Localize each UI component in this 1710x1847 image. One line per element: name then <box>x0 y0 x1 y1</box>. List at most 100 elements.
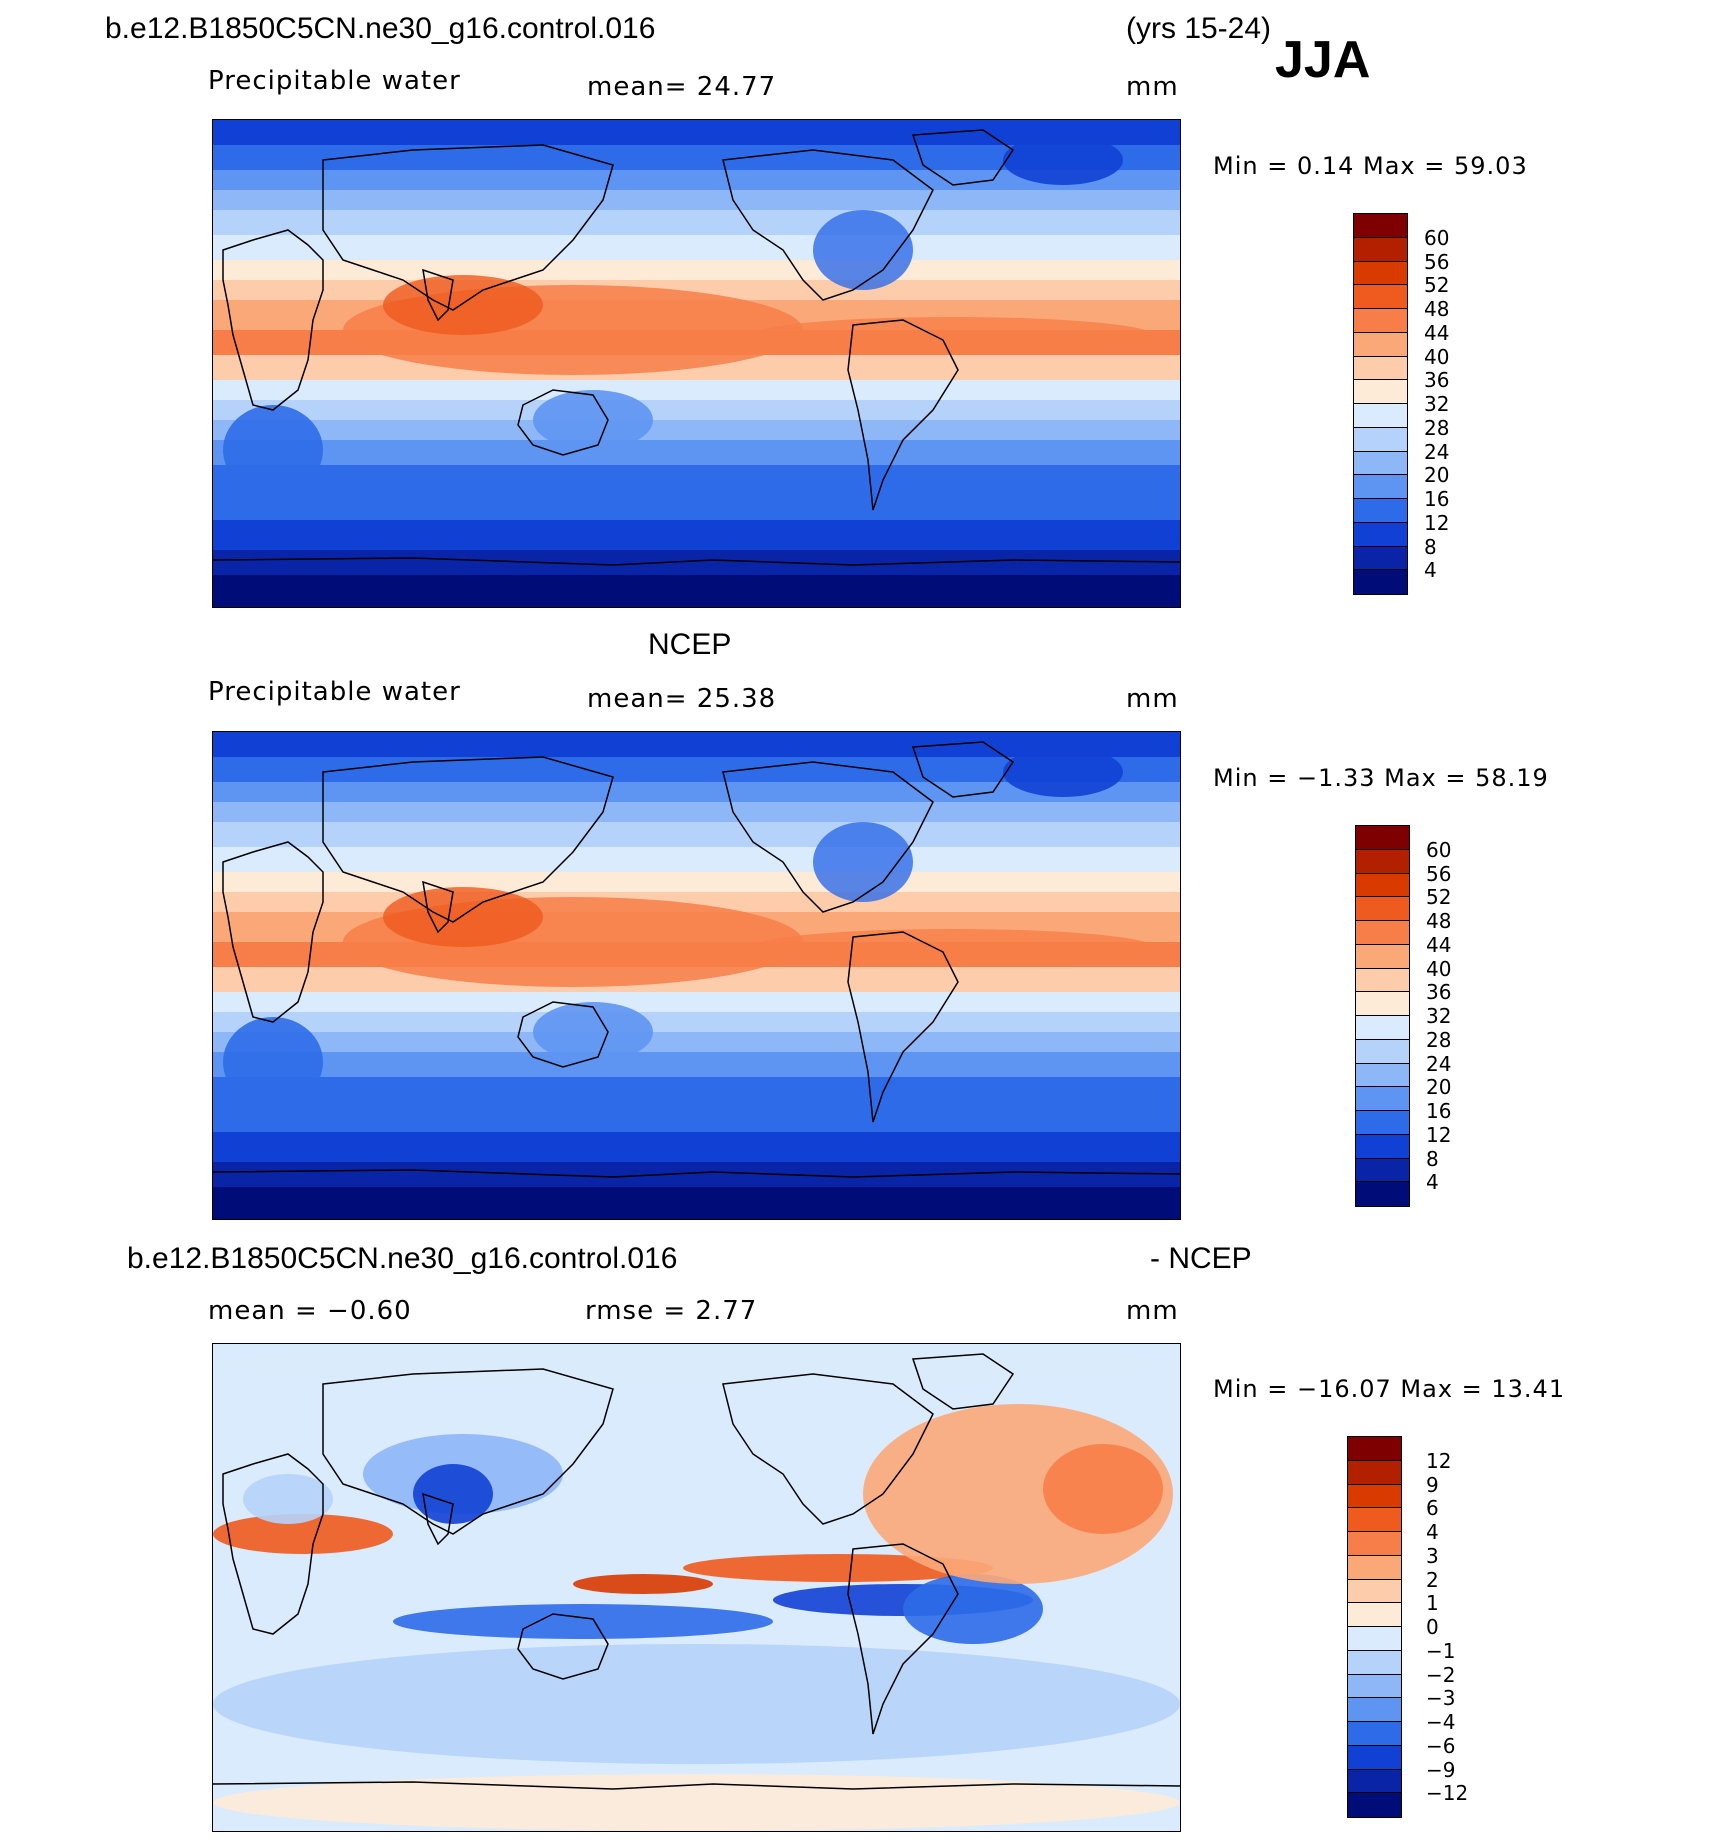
colorbar-swatch <box>1354 475 1407 499</box>
colorbar-swatch <box>1354 499 1407 523</box>
colorbar-label: 32 <box>1426 1004 1452 1028</box>
colorbar-label: 28 <box>1424 415 1450 440</box>
colorbar-swatch <box>1356 873 1409 898</box>
panel3-mean: mean = −0.60 <box>208 1296 412 1326</box>
colorbar-label: 32 <box>1424 392 1450 416</box>
panel3-colorbar <box>1347 1436 1402 1818</box>
case-title: b.e12.B1850C5CN.ne30_g16.control.016 <box>105 12 656 45</box>
colorbar-swatch <box>1356 1087 1409 1111</box>
colorbar-label: −2 <box>1426 1662 1456 1687</box>
colorbar-label: −12 <box>1426 1781 1469 1806</box>
panel2-units: mm <box>1126 684 1179 714</box>
colorbar-swatch <box>1348 1437 1401 1461</box>
colorbar-swatch <box>1356 1111 1409 1135</box>
colorbar-label: 16 <box>1424 487 1450 511</box>
colorbar-swatch <box>1354 570 1407 594</box>
colorbar-swatch <box>1354 522 1407 547</box>
panel2-map-svg <box>213 732 1180 1219</box>
colorbar-swatch <box>1348 1650 1401 1675</box>
panel1-minmax: Min = 0.14 Max = 59.03 <box>1213 152 1528 180</box>
colorbar-label: 4 <box>1426 1170 1439 1195</box>
panel1-colorbar <box>1353 213 1408 595</box>
panel2-map <box>212 731 1181 1220</box>
panel2-variable: Precipitable water <box>208 677 461 707</box>
colorbar-swatch <box>1348 1722 1401 1746</box>
colorbar-swatch <box>1356 1016 1409 1040</box>
colorbar-swatch <box>1348 1460 1401 1485</box>
colorbar-swatch <box>1356 992 1409 1016</box>
colorbar-swatch <box>1356 921 1409 945</box>
colorbar-swatch <box>1354 451 1407 476</box>
colorbar-swatch <box>1354 285 1407 309</box>
colorbar-label: 60 <box>1424 225 1450 250</box>
colorbar-label: −1 <box>1426 1638 1456 1663</box>
colorbar-swatch <box>1356 1158 1409 1183</box>
colorbar-swatch <box>1356 1039 1409 1064</box>
colorbar-swatch <box>1354 427 1407 452</box>
colorbar-label: 36 <box>1424 368 1450 393</box>
panel3-title-right: - NCEP <box>1150 1242 1252 1275</box>
colorbar-swatch <box>1354 380 1407 404</box>
colorbar-label: 0 <box>1426 1615 1439 1639</box>
colorbar-swatch <box>1348 1769 1401 1794</box>
colorbar-label: −6 <box>1426 1733 1456 1758</box>
colorbar-swatch <box>1356 826 1409 850</box>
colorbar-label: 24 <box>1424 439 1450 464</box>
colorbar-swatch <box>1348 1532 1401 1556</box>
colorbar-label: 4 <box>1424 558 1437 583</box>
years-label: (yrs 15-24) <box>1126 12 1272 45</box>
panel2-minmax: Min = −1.33 Max = 58.19 <box>1213 764 1549 792</box>
colorbar-label: 44 <box>1426 932 1452 957</box>
colorbar-swatch <box>1356 1182 1409 1206</box>
panel2-title: NCEP <box>648 628 732 661</box>
colorbar-label: −4 <box>1426 1710 1456 1734</box>
colorbar-swatch <box>1356 1063 1409 1088</box>
colorbar-label: −3 <box>1426 1686 1456 1711</box>
panel1-variable: Precipitable water <box>208 66 461 96</box>
colorbar-label: 8 <box>1424 534 1437 559</box>
colorbar-swatch <box>1354 546 1407 571</box>
panel3-units: mm <box>1126 1296 1179 1326</box>
panel1-map <box>212 119 1181 608</box>
colorbar-swatch <box>1348 1627 1401 1651</box>
colorbar-label: 28 <box>1426 1027 1452 1052</box>
season-label: JJA <box>1275 31 1371 89</box>
colorbar-label: 56 <box>1424 249 1450 274</box>
colorbar-swatch <box>1354 261 1407 286</box>
panel3-title-left: b.e12.B1850C5CN.ne30_g16.control.016 <box>127 1242 678 1275</box>
panel3-rmse: rmse = 2.77 <box>585 1296 758 1326</box>
colorbar-swatch <box>1356 897 1409 921</box>
colorbar-swatch <box>1348 1698 1401 1722</box>
panel1-units: mm <box>1126 72 1179 102</box>
colorbar-label: 9 <box>1426 1472 1439 1497</box>
colorbar-swatch <box>1356 1134 1409 1159</box>
panel3-map-svg <box>213 1344 1180 1831</box>
panel1-map-svg <box>213 120 1180 607</box>
colorbar-label: 6 <box>1426 1496 1439 1521</box>
colorbar-label: 3 <box>1426 1543 1439 1568</box>
colorbar-label: 52 <box>1426 885 1452 910</box>
colorbar-label: 40 <box>1424 344 1450 369</box>
panel3-minmax: Min = −16.07 Max = 13.41 <box>1213 1375 1566 1403</box>
colorbar-label: −9 <box>1426 1757 1456 1782</box>
panel3-map <box>212 1343 1181 1832</box>
colorbar-label: 8 <box>1426 1146 1439 1171</box>
colorbar-swatch <box>1354 309 1407 333</box>
colorbar-swatch <box>1354 214 1407 238</box>
colorbar-label: 40 <box>1426 956 1452 981</box>
colorbar-swatch <box>1348 1508 1401 1532</box>
colorbar-swatch <box>1354 356 1407 381</box>
colorbar-swatch <box>1356 968 1409 993</box>
colorbar-label: 24 <box>1426 1051 1452 1076</box>
colorbar-label: 2 <box>1426 1567 1439 1592</box>
panel1-mean: mean= 24.77 <box>587 72 777 102</box>
colorbar-label: 48 <box>1424 297 1450 321</box>
colorbar-swatch <box>1348 1484 1401 1509</box>
colorbar-label: 56 <box>1426 861 1452 886</box>
colorbar-label: 52 <box>1424 273 1450 298</box>
colorbar-label: 60 <box>1426 837 1452 862</box>
panel2-colorbar <box>1355 825 1410 1207</box>
colorbar-swatch <box>1348 1793 1401 1817</box>
colorbar-swatch <box>1354 237 1407 262</box>
colorbar-label: 20 <box>1426 1075 1452 1100</box>
